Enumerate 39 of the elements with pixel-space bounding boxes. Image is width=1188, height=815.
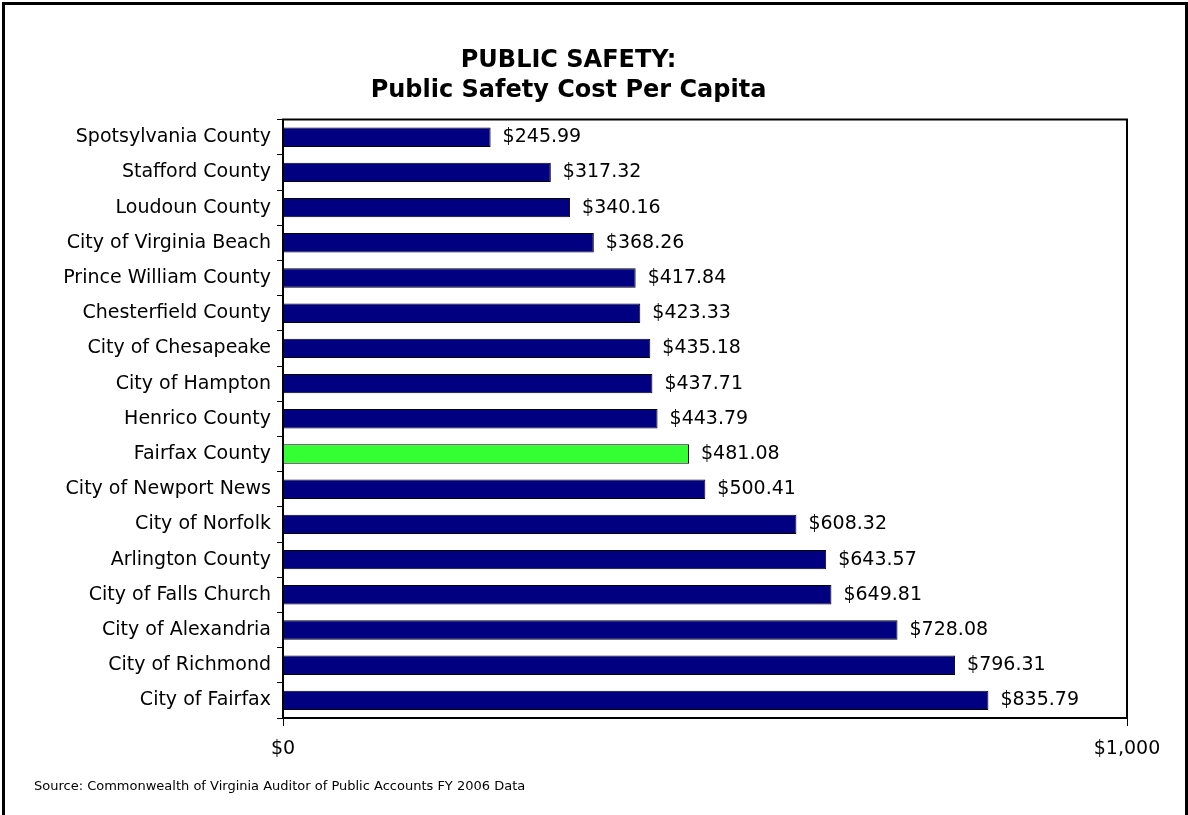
data-label: $500.41 xyxy=(717,476,796,499)
y-tick-label: Spotsylvania County xyxy=(75,124,271,147)
data-label: $796.31 xyxy=(967,652,1046,675)
y-tick-label: City of Richmond xyxy=(108,652,271,675)
y-tick-label: City of Alexandria xyxy=(102,616,271,639)
data-label: $608.32 xyxy=(808,511,887,534)
data-label: $317.32 xyxy=(562,159,642,182)
data-label: $340.16 xyxy=(582,194,661,217)
y-tick-label: City of Chesapeake xyxy=(87,335,271,358)
data-label: $423.33 xyxy=(652,300,731,323)
y-tick-label: City of Hampton xyxy=(115,370,271,393)
data-label: $245.99 xyxy=(502,124,582,147)
data-label: $728.08 xyxy=(909,616,989,639)
x-tick-label: $1,000 xyxy=(1093,736,1161,759)
y-tick-label: Fairfax County xyxy=(133,440,271,463)
y-tick-label: Chesterfield County xyxy=(82,300,271,323)
chart-title: PUBLIC SAFETY: xyxy=(460,44,677,73)
data-label: $443.79 xyxy=(669,405,749,428)
data-label: $437.71 xyxy=(664,370,744,393)
data-label: $643.57 xyxy=(838,546,917,569)
y-tick-label: City of Falls Church xyxy=(88,581,271,604)
data-label: $835.79 xyxy=(1000,687,1079,710)
y-tick-label: Loudoun County xyxy=(115,194,271,217)
x-tick-label: $0 xyxy=(270,736,296,759)
y-tick-label: Prince William County xyxy=(63,264,271,287)
y-tick-label: City of Fairfax xyxy=(139,687,271,710)
data-label: $368.26 xyxy=(605,229,685,252)
y-tick-label: City of Newport News xyxy=(65,476,271,499)
source-note: Source: Commonwealth of Virginia Auditor of Public Accounts FY 2006 Data xyxy=(34,778,526,793)
data-label: $417.84 xyxy=(647,264,727,287)
y-tick-label: City of Norfolk xyxy=(135,511,271,534)
data-label: $435.18 xyxy=(662,335,741,358)
y-tick-label: City of Virginia Beach xyxy=(66,229,271,252)
y-tick-label: Stafford County xyxy=(121,159,271,182)
y-tick-label: Arlington County xyxy=(110,546,271,569)
data-label: $649.81 xyxy=(843,581,923,604)
chart-subtitle: Public Safety Cost Per Capita xyxy=(370,75,767,104)
data-label: $481.08 xyxy=(701,440,780,463)
y-tick-label: Henrico County xyxy=(124,405,271,428)
